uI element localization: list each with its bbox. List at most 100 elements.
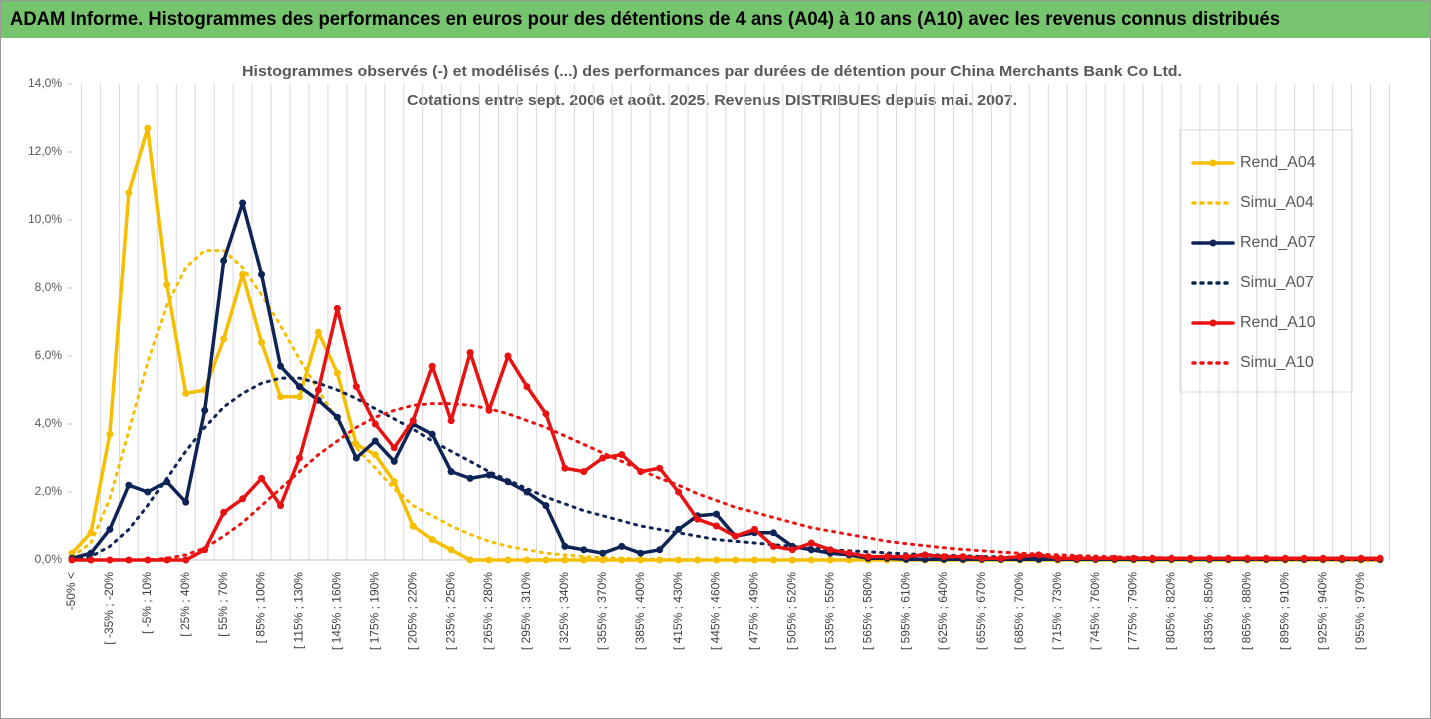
x-tick-label: [ 85% ; 100% (254, 572, 268, 644)
series-marker (769, 529, 777, 537)
x-tick-label: [ 655% ; 670% (974, 572, 988, 650)
series-marker (694, 556, 702, 564)
series-marker (333, 413, 341, 421)
series-marker (826, 546, 834, 554)
y-tick-label: 12,0% (28, 144, 62, 158)
series-marker (542, 556, 550, 564)
y-tick-label: 0,0% (35, 552, 63, 566)
series-marker (106, 430, 114, 438)
x-tick-label: [ 565% ; 580% (860, 572, 874, 650)
series-marker (580, 468, 588, 476)
y-tick-label: 6,0% (35, 348, 63, 362)
series-marker (883, 553, 891, 561)
x-tick-label: [ 805% ; 820% (1164, 572, 1178, 650)
series-marker (182, 556, 190, 564)
series-marker (845, 549, 853, 557)
series-marker (428, 430, 436, 438)
series-marker (220, 508, 228, 516)
series-marker (523, 556, 531, 564)
series-marker (637, 549, 645, 557)
series-marker (713, 522, 721, 530)
series-marker (1054, 554, 1062, 562)
series-marker (523, 383, 531, 391)
x-tick-label: [ 625% ; 640% (936, 572, 950, 650)
x-tick-label: [ 895% ; 910% (1277, 572, 1291, 650)
series-marker (1224, 554, 1232, 562)
x-tick-label: [ 385% ; 400% (633, 572, 647, 650)
series-marker (713, 510, 721, 518)
series-marker (656, 464, 664, 472)
y-tick-label: 4,0% (35, 416, 63, 430)
x-tick-label: [ 925% ; 940% (1315, 572, 1329, 650)
x-tick-label: [ 835% ; 850% (1202, 572, 1216, 650)
series-marker (144, 124, 152, 132)
series-marker (295, 393, 303, 401)
legend-marker (1209, 239, 1217, 247)
series-marker (390, 444, 398, 452)
header-title: ADAM Informe. Histogrammes des performan… (10, 9, 1280, 30)
x-tick-label: [ 865% ; 880% (1239, 572, 1253, 650)
series-marker (277, 393, 285, 401)
series-marker (447, 468, 455, 476)
series-marker (504, 352, 512, 360)
x-tick-label: [ 205% ; 220% (405, 572, 419, 650)
x-tick-label: [ 955% ; 970% (1353, 572, 1367, 650)
y-tick-label: 8,0% (35, 280, 63, 294)
series-marker (807, 539, 815, 547)
series-marker (295, 454, 303, 462)
x-tick-label: [ 355% ; 370% (595, 572, 609, 650)
series-marker (788, 556, 796, 564)
series-marker (864, 553, 872, 561)
series-marker (352, 383, 360, 391)
legend-label: Rend_A07 (1240, 234, 1316, 251)
series-marker (428, 362, 436, 370)
series-marker (277, 502, 285, 510)
x-tick-label: [ 115% ; 130% (292, 572, 306, 649)
series-marker (258, 270, 266, 278)
x-tick-label: [ 265% ; 280% (481, 572, 495, 650)
series-marker (921, 551, 929, 559)
series-marker (106, 525, 114, 533)
x-tick-label: [ 55% ; 70% (216, 572, 230, 637)
y-tick-label: 10,0% (28, 212, 62, 226)
y-tick-label: 14,0% (28, 76, 62, 90)
x-tick-label: [ 415% ; 430% (671, 572, 685, 650)
x-tick-label: [ 715% ; 730% (1050, 572, 1064, 650)
series-marker (144, 488, 152, 496)
x-tick-label: [ 235% ; 250% (443, 572, 457, 650)
x-tick-label: [ 25% ; 40% (178, 572, 192, 637)
series-marker (314, 328, 322, 336)
series-marker (731, 556, 739, 564)
series-marker (731, 532, 739, 540)
series-marker (182, 498, 190, 506)
series-marker (87, 549, 95, 557)
series-marker (1016, 553, 1024, 561)
legend-label: Simu_A07 (1240, 274, 1314, 291)
series-marker (618, 542, 626, 550)
series-marker (352, 454, 360, 462)
series-marker (333, 304, 341, 312)
series-marker (239, 495, 247, 503)
series-marker (371, 420, 379, 428)
x-tick-label: [ 595% ; 610% (898, 572, 912, 650)
series-marker (599, 549, 607, 557)
x-tick-label: [ 505% ; 520% (785, 572, 799, 650)
x-tick-label: [ 145% ; 160% (330, 572, 344, 650)
series-marker (428, 536, 436, 544)
series-marker (390, 457, 398, 465)
series-marker (390, 478, 398, 486)
legend-marker (1209, 319, 1217, 327)
series-marker (504, 556, 512, 564)
series-marker (409, 522, 417, 530)
chart-subtitle: Cotations entre sept. 2006 et août. 2025… (407, 92, 1017, 109)
series-line (70, 249, 1382, 562)
series-marker (788, 546, 796, 554)
series-marker (580, 556, 588, 564)
legend-label: Rend_A10 (1240, 314, 1316, 331)
x-tick-label: [ 325% ; 340% (557, 572, 571, 650)
x-tick-label: [ 475% ; 490% (747, 572, 761, 650)
legend-marker (1209, 159, 1217, 167)
x-tick-label: -50% < (64, 572, 78, 610)
x-tick-label: [ 535% ; 550% (822, 572, 836, 650)
